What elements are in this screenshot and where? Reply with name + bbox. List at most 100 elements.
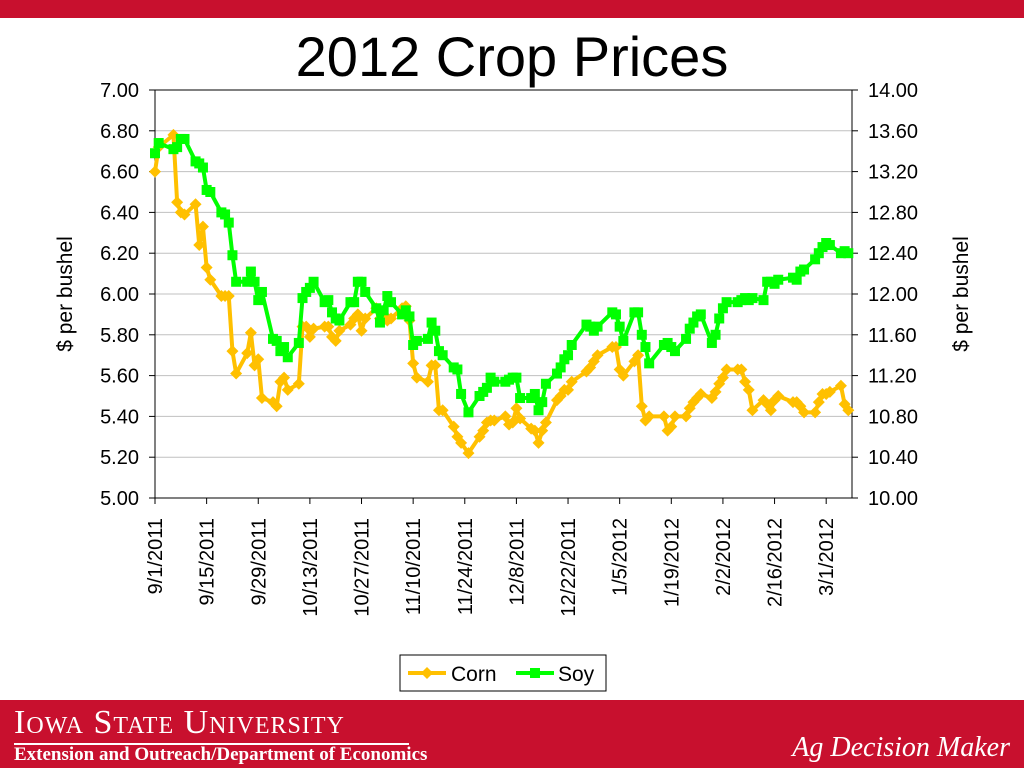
corn-point bbox=[244, 326, 257, 339]
soy-point bbox=[810, 254, 821, 265]
y-right-tick-label: 14.00 bbox=[868, 80, 918, 102]
soy-point bbox=[308, 276, 319, 287]
soy-point bbox=[456, 388, 467, 399]
y-left-tick-label: 6.20 bbox=[100, 243, 139, 265]
corn-point bbox=[746, 404, 759, 417]
corn-point bbox=[196, 220, 209, 233]
soy-point bbox=[489, 376, 500, 387]
corn-point bbox=[772, 390, 785, 402]
soy-point bbox=[249, 276, 260, 287]
soy-point bbox=[153, 138, 164, 149]
soy-point bbox=[256, 286, 267, 297]
corn-point bbox=[241, 347, 254, 360]
corn-point bbox=[329, 334, 342, 347]
corn-point bbox=[193, 239, 206, 252]
corn-point bbox=[455, 436, 468, 449]
soy-point bbox=[669, 346, 680, 357]
corn-point bbox=[429, 359, 442, 372]
soy-point bbox=[227, 250, 238, 261]
soy-point bbox=[633, 307, 644, 318]
soy-point bbox=[636, 329, 647, 340]
corn-point bbox=[385, 312, 398, 325]
soy-point bbox=[592, 321, 603, 332]
corn-point bbox=[248, 359, 261, 372]
soy-point bbox=[452, 364, 463, 375]
corn-point bbox=[281, 383, 294, 396]
soy-point bbox=[710, 329, 721, 340]
y-left-tick-label: 5.40 bbox=[100, 406, 139, 428]
y-right-tick-label: 11.20 bbox=[868, 366, 917, 388]
soy-point bbox=[843, 248, 854, 259]
footer-bar: Iowa State University Extension and Outr… bbox=[0, 700, 1024, 768]
soy-point bbox=[824, 240, 835, 251]
corn-point bbox=[421, 375, 434, 388]
corn-point bbox=[200, 261, 213, 274]
y-left-tick-label: 5.60 bbox=[100, 366, 139, 388]
x-tick-label: 9/15/2011 bbox=[197, 518, 219, 606]
y-right-axis-title: $ per bushel bbox=[950, 236, 973, 352]
y-right-tick-label: 12.80 bbox=[868, 202, 918, 224]
y-right-tick-label: 13.20 bbox=[868, 162, 918, 184]
x-tick-label: 1/19/2012 bbox=[661, 518, 683, 607]
corn-point bbox=[665, 420, 678, 433]
corn-point bbox=[222, 290, 235, 303]
corn-point bbox=[204, 273, 217, 286]
soy-point bbox=[717, 303, 728, 314]
y-left-axis-title: $ per bushel bbox=[54, 236, 77, 352]
corn-point bbox=[539, 416, 552, 429]
y-left-tick-label: 6.60 bbox=[100, 162, 139, 184]
corn-point bbox=[255, 392, 268, 405]
corn-point bbox=[764, 404, 777, 417]
corn-point bbox=[565, 375, 578, 388]
corn-point bbox=[735, 363, 748, 376]
soy-point bbox=[231, 276, 242, 287]
corn-point bbox=[307, 322, 320, 335]
plot-frame bbox=[154, 89, 853, 499]
top-accent-bar bbox=[0, 0, 1024, 18]
x-tick-label: 11/24/2011 bbox=[455, 518, 477, 615]
corn-point bbox=[809, 406, 822, 419]
soy-point bbox=[515, 393, 526, 404]
corn-point bbox=[842, 404, 855, 417]
corn-point bbox=[742, 383, 755, 396]
soy-point bbox=[721, 297, 732, 308]
corn-point bbox=[270, 400, 283, 413]
soy-point bbox=[640, 342, 651, 353]
x-tick-label: 3/1/2012 bbox=[816, 518, 838, 596]
soy-point bbox=[411, 335, 422, 346]
soy-point bbox=[220, 209, 231, 220]
soy-point bbox=[695, 309, 706, 320]
corn-point bbox=[292, 377, 305, 390]
corn-point bbox=[834, 379, 847, 392]
x-tick-label: 1/5/2012 bbox=[610, 518, 632, 596]
corn-point bbox=[668, 410, 681, 423]
corn-point bbox=[823, 385, 836, 398]
soy-point bbox=[205, 187, 216, 197]
footer-divider bbox=[14, 743, 409, 745]
soy-point bbox=[430, 325, 441, 336]
soy-point bbox=[799, 264, 810, 275]
x-tick-label: 2/16/2012 bbox=[765, 518, 787, 607]
corn-point bbox=[410, 371, 423, 384]
y-right-tick-label: 12.40 bbox=[868, 243, 918, 265]
corn-point bbox=[510, 402, 523, 415]
soy-point bbox=[245, 266, 256, 277]
soy-point bbox=[374, 317, 385, 328]
corn-point bbox=[462, 447, 475, 460]
y-right-tick-label: 11.60 bbox=[868, 325, 917, 347]
soy-point bbox=[400, 305, 411, 316]
corn-point bbox=[488, 414, 501, 427]
y-left-tick-label: 6.40 bbox=[100, 202, 139, 224]
y-right-tick-label: 10.40 bbox=[868, 447, 918, 469]
corn-point bbox=[436, 404, 449, 417]
corn-point bbox=[333, 324, 346, 337]
soy-point bbox=[681, 333, 692, 344]
soy-point bbox=[382, 291, 393, 302]
university-wordmark: Iowa State University bbox=[14, 704, 345, 741]
y-right-tick-label: 10.80 bbox=[868, 406, 918, 428]
department-name: Extension and Outreach/Department of Eco… bbox=[14, 744, 428, 765]
legend-soy-label: Soy bbox=[558, 663, 595, 686]
corn-point bbox=[657, 410, 670, 423]
corn-point bbox=[591, 349, 604, 362]
soy-point bbox=[293, 337, 304, 348]
